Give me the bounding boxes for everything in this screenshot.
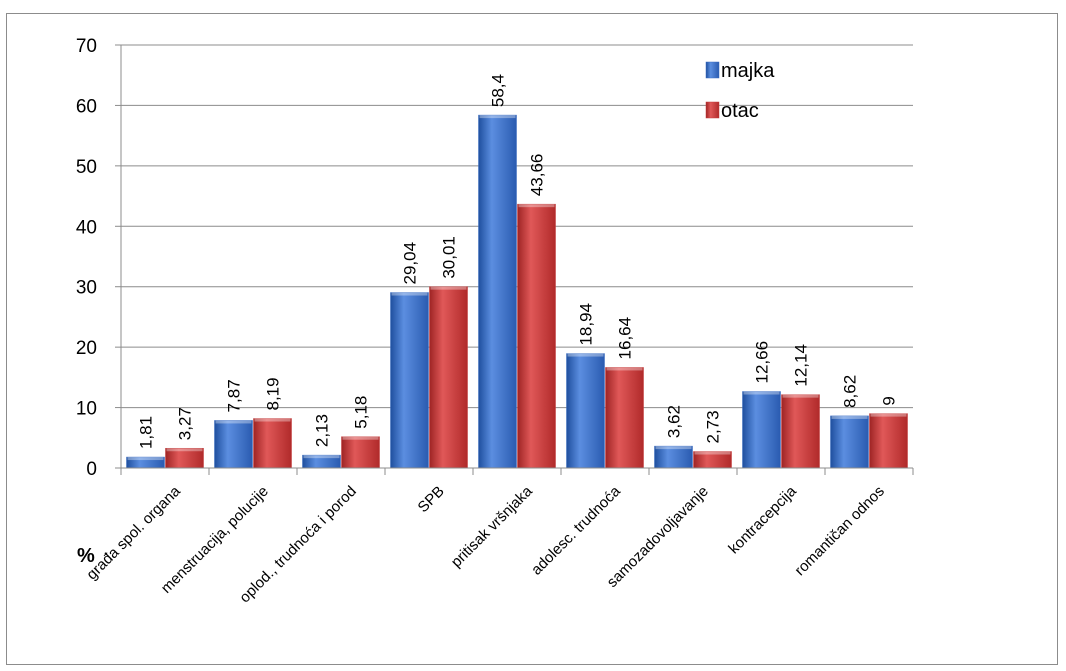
data-label-otac: 5,18 xyxy=(352,396,371,429)
bar-majka xyxy=(390,292,429,469)
data-label-majka: 58,4 xyxy=(489,74,508,107)
legend-swatch-majka xyxy=(705,61,720,79)
gridlines xyxy=(121,44,913,409)
bar-majka xyxy=(830,415,869,469)
bar-highlight xyxy=(567,353,604,357)
data-label-majka: 3,62 xyxy=(665,405,684,438)
legend-swatch-otac xyxy=(705,101,720,119)
bar-highlight xyxy=(743,391,780,395)
bar-majka xyxy=(566,353,605,469)
category-label: kontracepcija xyxy=(725,482,800,557)
category-label: samozadovoljavanje xyxy=(604,483,712,591)
category-label: adolesc. trudnoća xyxy=(528,482,624,578)
y-tick-label: 60 xyxy=(76,96,97,117)
bar-highlight xyxy=(831,415,868,419)
category-label: romantičan odnos xyxy=(791,483,887,579)
data-label-majka: 8,62 xyxy=(841,375,860,408)
bar-otac xyxy=(869,413,908,469)
y-unit-label: % xyxy=(77,545,95,567)
bar-otac xyxy=(253,418,292,469)
y-tick-label: 30 xyxy=(76,278,97,299)
data-label-otac: 43,66 xyxy=(528,154,547,197)
legend-label-majka: majka xyxy=(721,60,775,82)
chart-frame: 0 10 20 30 40 50 60 70 građa spol. organa menstr… xyxy=(6,13,1058,665)
data-label-otac: 16,64 xyxy=(616,317,635,360)
data-label-majka: 1,81 xyxy=(137,416,156,449)
legend-label-otac: otac xyxy=(721,100,759,122)
bar-highlight xyxy=(870,413,907,417)
bar-otac xyxy=(429,286,468,469)
bars xyxy=(126,114,908,469)
data-label-majka: 2,13 xyxy=(313,414,332,447)
bar-otac xyxy=(341,436,380,469)
y-tick-label: 0 xyxy=(86,459,97,480)
bar-highlight xyxy=(430,286,467,290)
bar-otac xyxy=(781,394,820,469)
bar-highlight xyxy=(215,420,252,424)
bar-chart: 0 10 20 30 40 50 60 70 građa spol. organamenstr… xyxy=(76,36,914,606)
y-tick-label: 50 xyxy=(76,157,97,178)
bar-highlight xyxy=(254,418,291,422)
data-label-otac: 2,73 xyxy=(704,410,723,443)
bar-majka xyxy=(214,420,253,469)
data-label-otac: 12,14 xyxy=(792,344,811,387)
bar-highlight xyxy=(782,394,819,398)
bar-highlight xyxy=(127,457,164,461)
bar-otac xyxy=(517,203,556,469)
category-label: pritisak vršnjaka xyxy=(448,482,537,571)
axes xyxy=(115,44,914,475)
bar-highlight xyxy=(606,367,643,371)
y-tick-labels: 0 10 20 30 40 50 60 70 xyxy=(76,36,97,480)
bar-highlight xyxy=(479,115,516,119)
bar-majka xyxy=(478,114,517,469)
data-label-otac: 9 xyxy=(880,396,899,405)
data-label-otac: 30,01 xyxy=(440,236,459,279)
y-tick-label: 70 xyxy=(76,36,97,57)
y-tick-label: 40 xyxy=(76,217,97,238)
data-label-majka: 18,94 xyxy=(577,303,596,346)
data-label-majka: 12,66 xyxy=(753,341,772,384)
bar-highlight xyxy=(518,204,555,208)
data-labels: 1,81 3,27 7,87 8,19 2,13 5,18 29,04 30,01 58,4 43… xyxy=(137,74,899,449)
y-tick-label: 20 xyxy=(76,338,97,359)
bar-highlight xyxy=(694,451,731,455)
bar-highlight xyxy=(303,455,340,459)
legend: majka otac xyxy=(705,60,775,122)
category-label: građa spol. organa xyxy=(83,482,184,583)
data-label-majka: 7,87 xyxy=(225,379,244,412)
data-label-majka: 29,04 xyxy=(401,242,420,285)
bar-otac xyxy=(605,367,644,469)
data-label-otac: 3,27 xyxy=(176,407,195,440)
bar-majka xyxy=(654,445,693,469)
category-label: SPB xyxy=(415,483,448,516)
bar-highlight xyxy=(655,446,692,450)
bar-highlight xyxy=(342,436,379,440)
bar-majka xyxy=(742,391,781,469)
bar-highlight xyxy=(391,292,428,296)
y-tick-label: 10 xyxy=(76,399,97,420)
data-label-otac: 8,19 xyxy=(264,377,283,410)
bar-highlight xyxy=(166,448,203,452)
